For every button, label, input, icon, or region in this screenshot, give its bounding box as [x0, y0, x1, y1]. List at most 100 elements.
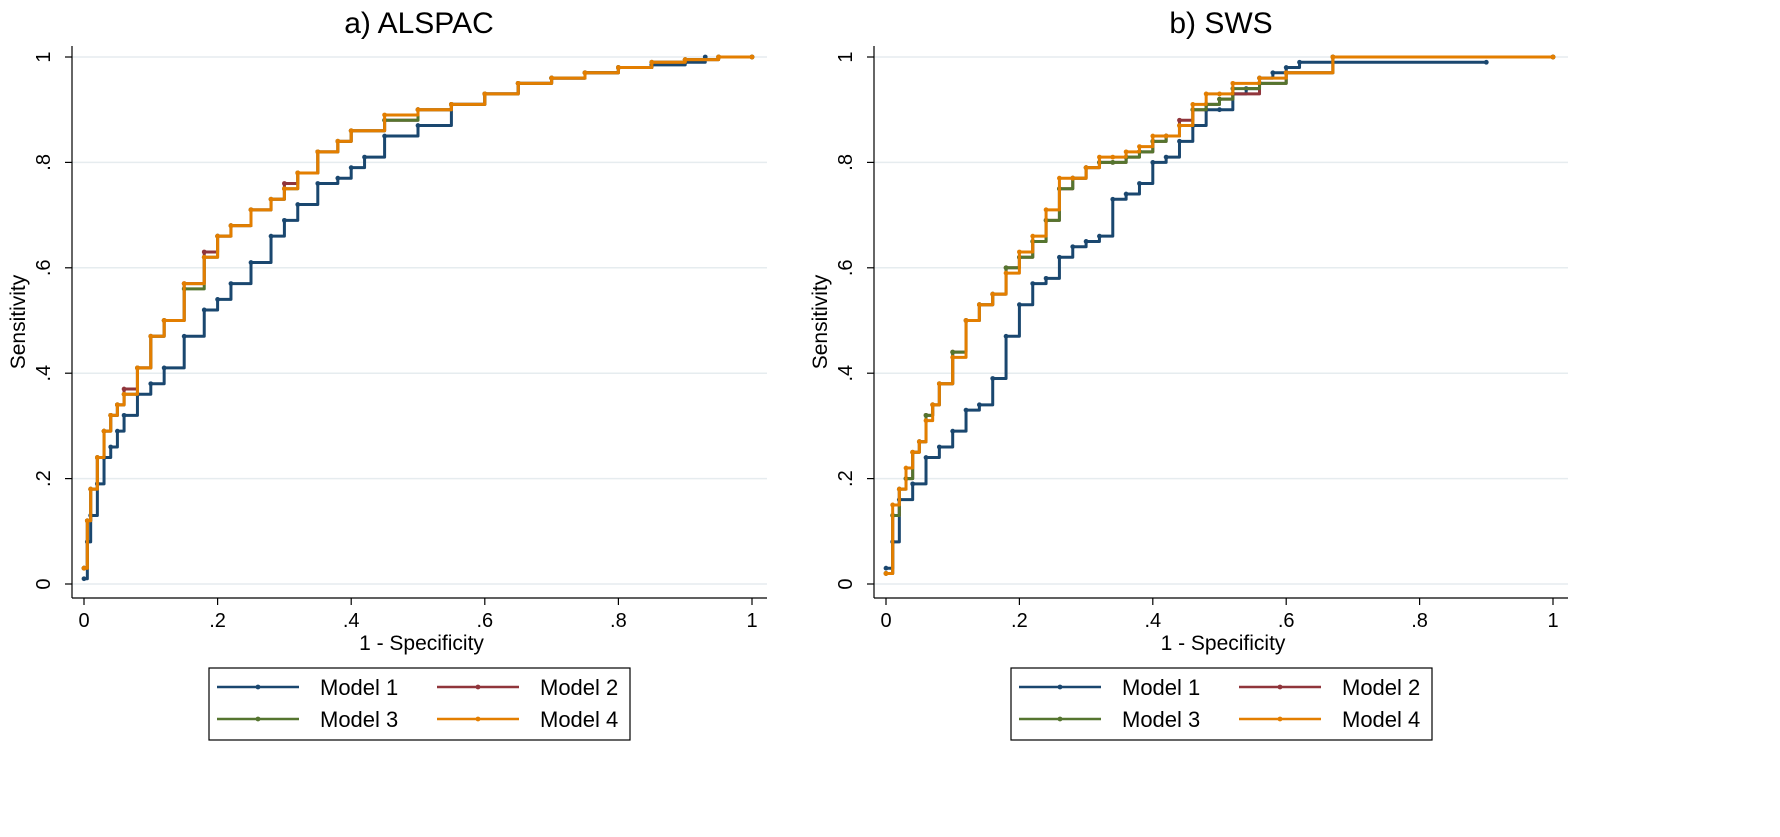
data-point	[1177, 123, 1182, 128]
data-point	[963, 318, 969, 323]
legend-key-marker	[1277, 684, 1283, 690]
legend-label: Model 3	[320, 707, 398, 732]
data-point	[88, 486, 94, 492]
data-point	[1057, 175, 1062, 181]
x-tick-label: .4	[343, 610, 360, 632]
data-point	[382, 133, 387, 139]
data-point	[903, 465, 909, 471]
data-point	[282, 186, 287, 192]
data-point	[248, 207, 254, 213]
data-point	[896, 486, 902, 492]
data-point	[1150, 133, 1156, 139]
data-point	[335, 138, 341, 144]
data-point	[950, 428, 956, 434]
data-point	[228, 223, 234, 229]
data-point	[181, 333, 187, 339]
chart-title: a) ALSPAC	[344, 7, 494, 40]
y-tick-label: .2	[33, 470, 55, 487]
data-point	[976, 302, 982, 308]
y-tick-label: .6	[835, 259, 857, 276]
data-point	[148, 381, 154, 387]
data-point	[108, 444, 114, 450]
x-tick-label: .2	[1011, 610, 1028, 632]
x-tick-label: 1	[1547, 610, 1558, 632]
data-point	[1070, 244, 1076, 250]
series-line	[84, 57, 707, 581]
data-point	[121, 391, 127, 397]
data-point	[1217, 96, 1222, 102]
data-point	[950, 354, 956, 360]
x-axis-label: 1 - Specificity	[359, 632, 484, 655]
data-point	[950, 349, 956, 355]
y-tick-label: 0	[33, 578, 55, 589]
data-point	[1057, 254, 1062, 260]
data-point	[1217, 91, 1222, 97]
data-point	[161, 365, 167, 371]
legend-key-marker	[1057, 716, 1063, 722]
data-point	[1043, 275, 1049, 281]
data-point	[215, 297, 221, 302]
legend: Model 1 Model 2 Model 3 Model 4	[208, 667, 631, 741]
data-point	[335, 175, 341, 181]
data-point	[682, 57, 688, 63]
data-point	[883, 565, 889, 571]
y-tick-label: 1	[33, 51, 55, 62]
y-tick-label: .4	[33, 365, 55, 382]
data-point	[1017, 302, 1022, 308]
y-tick-label: .6	[33, 259, 55, 276]
series-model-4	[883, 54, 1556, 576]
data-point	[1257, 75, 1262, 81]
legend: Model 1 Model 2 Model 3 Model 4	[1010, 667, 1433, 741]
data-point	[1110, 196, 1116, 202]
x-axis-label: 1 - Specificity	[1161, 632, 1286, 655]
data-point	[295, 202, 301, 207]
data-point	[201, 254, 207, 260]
legend-label: Model 4	[540, 707, 618, 732]
data-point	[382, 112, 387, 118]
data-point	[990, 376, 996, 381]
data-point	[295, 170, 301, 176]
data-point	[616, 65, 621, 70]
data-point	[1110, 154, 1116, 160]
data-point	[749, 54, 755, 60]
data-point	[1083, 165, 1089, 171]
data-point	[415, 107, 421, 113]
series-model-4	[81, 54, 755, 571]
series-model-1	[883, 59, 1489, 571]
data-point	[976, 402, 982, 408]
legend-label: Model 2	[540, 675, 618, 700]
data-point	[148, 333, 154, 339]
data-point	[1030, 281, 1036, 287]
data-point	[1123, 191, 1129, 197]
data-point	[1110, 160, 1116, 165]
data-point	[415, 123, 421, 128]
legend-label: Model 4	[1342, 707, 1420, 732]
legend-key-marker	[255, 716, 261, 722]
legend-key-marker	[1277, 716, 1283, 722]
data-point	[228, 281, 234, 287]
data-point	[1177, 138, 1182, 144]
data-point	[1070, 175, 1076, 181]
data-point	[1163, 154, 1169, 160]
legend-box	[208, 667, 631, 741]
data-point	[1217, 107, 1222, 113]
data-point	[1123, 149, 1129, 155]
data-point	[1017, 249, 1022, 255]
legend-label: Model 1	[320, 675, 398, 700]
series-line	[886, 55, 1553, 575]
data-point	[916, 439, 922, 445]
legend-label: Model 3	[1122, 707, 1200, 732]
data-point	[923, 455, 929, 460]
data-point	[268, 196, 274, 202]
data-point	[582, 70, 588, 76]
data-point	[1330, 54, 1336, 60]
data-point	[482, 91, 488, 97]
data-point	[1043, 207, 1049, 213]
series-line	[886, 55, 1553, 575]
data-point	[1283, 65, 1289, 70]
data-point	[1137, 181, 1142, 186]
series-line	[84, 55, 752, 570]
data-point	[936, 444, 942, 450]
data-point	[81, 576, 87, 582]
data-point	[1003, 333, 1009, 339]
